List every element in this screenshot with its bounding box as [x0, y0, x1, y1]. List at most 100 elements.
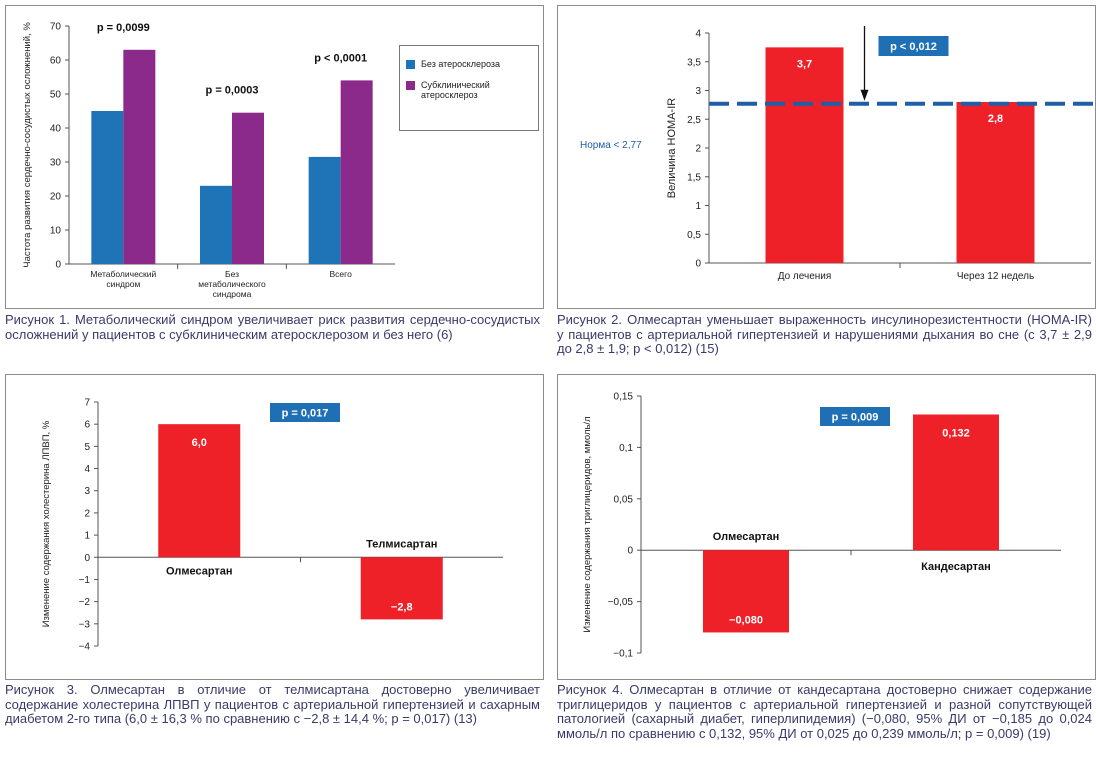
x-category-label: Через 12 недель	[957, 271, 1034, 282]
y-tick-label: 4	[695, 29, 701, 40]
y-tick-label: 0,05	[614, 494, 634, 505]
y-tick-label: −0,05	[608, 597, 634, 608]
x-category-label: Телмисартан	[366, 538, 437, 550]
bar	[703, 550, 789, 633]
y-tick-label: −0,1	[613, 649, 633, 660]
y-tick-label: 0	[55, 260, 61, 271]
y-tick-label: 2,5	[687, 115, 701, 126]
bar-no-atherosclerosis	[91, 111, 124, 264]
caption-text: Рисунок 3. Олмесартан в отличие от телми…	[5, 682, 540, 726]
bar-subclinical-atherosclerosis	[340, 80, 373, 265]
caption-text: Рисунок 4. Олмесартан в отличие от канде…	[557, 682, 1092, 741]
y-tick-label: 30	[50, 158, 62, 169]
y-tick-label: 6	[84, 420, 90, 431]
bar-value-label: 3,7	[797, 58, 812, 70]
legend-item-subclinical-atherosclerosis: Субклинический атеросклероз	[406, 80, 531, 100]
y-tick-label: −1	[79, 575, 91, 586]
legend-item-no-atherosclerosis: Без атеросклероза	[406, 59, 531, 69]
bar	[158, 424, 241, 558]
bar-value-label: 2,8	[988, 113, 1003, 125]
y-tick-label: −3	[79, 619, 91, 630]
figure-1-panel: 0 10 20 30 40 50 60 70 Метаболический синдром p = …	[5, 5, 544, 309]
figure-2-caption: Рисунок 2. Олмесартан уменьшает выраженн…	[557, 312, 1092, 357]
p-value-annotation: p < 0,0001	[314, 52, 367, 64]
y-tick-label: 0	[695, 259, 701, 270]
y-tick-label: 50	[50, 90, 62, 101]
bar	[913, 414, 999, 551]
bar-value-label: 6,0	[192, 437, 207, 449]
legend-label: Субклинический атеросклероз	[421, 80, 490, 100]
arrow-head	[860, 89, 869, 101]
figure-4-panel: −0,1 −0,05 0 0,05 0,1 0,15 −0,080 Олмесартан 0,1…	[557, 374, 1096, 680]
y-tick-label: 3	[695, 86, 701, 97]
x-category-label: Олмесартан	[713, 531, 780, 543]
bar-no-atherosclerosis	[200, 185, 232, 264]
y-tick-label: 1	[84, 531, 90, 542]
y-tick-label: 2	[695, 144, 701, 155]
y-tick-label: 70	[50, 22, 62, 33]
figure-1-legend: Без атеросклероза Субклинический атероск…	[399, 45, 539, 131]
y-tick-label: 0,1	[619, 443, 633, 454]
bar	[765, 47, 844, 263]
y-tick-label: 20	[50, 192, 62, 203]
y-tick-label: 0	[84, 553, 90, 564]
figure-1-chart: 0 10 20 30 40 50 60 70 Метаболический синдром p = …	[22, 22, 395, 299]
x-category-label: Метаболический синдром	[90, 269, 156, 289]
x-category-label: Без метаболического синдрома	[198, 269, 266, 299]
legend-swatch	[406, 60, 415, 69]
figure-4-chart: −0,1 −0,05 0 0,05 0,1 0,15 −0,080 Олмесартан 0,1…	[582, 392, 1061, 660]
p-value-box	[270, 403, 340, 422]
p-value-label: p = 0,017	[282, 408, 329, 420]
x-category-label: До лечения	[778, 271, 832, 282]
bar-subclinical-atherosclerosis	[232, 112, 264, 264]
y-tick-label: 7	[84, 398, 90, 409]
y-tick-label: −4	[79, 642, 91, 653]
legend-swatch	[406, 81, 415, 90]
figure-3-caption: Рисунок 3. Олмесартан в отличие от телми…	[5, 682, 540, 727]
p-value-label: p < 0,012	[890, 41, 937, 53]
figure-2-panel: 0 0,5 1 1,5 2 2,5 3 3,5 4 3,7 До лечения 2,8 Через 1…	[557, 5, 1096, 309]
y-tick-label: 40	[50, 124, 62, 135]
reference-line-label: Норма < 2,77	[580, 140, 642, 151]
x-category-label: Всего	[330, 269, 353, 279]
p-value-annotation: p = 0,0099	[97, 22, 150, 34]
y-tick-label: 60	[50, 56, 62, 67]
y-axis-title: Частота развития сердечно-сосудистых осл…	[22, 22, 33, 268]
y-tick-label: 0	[627, 546, 633, 557]
bar-value-label: −2,8	[391, 601, 413, 613]
y-tick-label: 3,5	[687, 57, 701, 68]
y-tick-label: −2	[79, 597, 91, 608]
bar-no-atherosclerosis	[308, 156, 341, 264]
y-tick-label: 0,15	[614, 392, 634, 403]
bar	[360, 557, 443, 620]
figure-1-caption: Рисунок 1. Метаболический синдром увелич…	[5, 312, 540, 342]
bar-subclinical-atherosclerosis	[123, 49, 156, 264]
y-tick-label: 2	[84, 508, 90, 519]
figure-3-panel: −4 −3 −2 −1 0 1 2 3 4 5 6 7 6,0 Олмесартан −2,8 Телмиса…	[5, 374, 544, 680]
caption-text: Рисунок 1. Метаболический синдром увелич…	[5, 312, 540, 342]
legend-label: Без атеросклероза	[421, 59, 501, 69]
y-axis-title: Изменение содержания триглицеридов, ммол…	[582, 416, 593, 632]
y-tick-label: 1,5	[687, 172, 701, 183]
figure-4-caption: Рисунок 4. Олмесартан в отличие от канде…	[557, 682, 1092, 741]
y-tick-label: 0,5	[687, 230, 701, 241]
p-value-annotation: p = 0,0003	[206, 85, 259, 97]
p-value-box	[820, 407, 890, 426]
p-value-box	[878, 36, 949, 56]
p-value-label: p = 0,009	[832, 412, 879, 424]
y-tick-label: 5	[84, 442, 90, 453]
y-tick-label: 1	[695, 201, 701, 212]
y-tick-label: 10	[50, 226, 62, 237]
figure-3-chart: −4 −3 −2 −1 0 1 2 3 4 5 6 7 6,0 Олмесартан −2,8 Телмиса…	[41, 398, 503, 653]
x-category-label: Олмесартан	[166, 565, 233, 577]
bar	[956, 102, 1035, 263]
x-category-label: Кандесартан	[921, 561, 991, 573]
y-tick-label: 3	[84, 486, 90, 497]
bar-value-label: −0,080	[729, 614, 763, 626]
caption-text: Рисунок 2. Олмесартан уменьшает выраженн…	[557, 312, 1092, 356]
y-axis-title: Изменение содержания холестерина ЛПВП, %	[41, 420, 52, 627]
bar-value-label: 0,132	[942, 428, 970, 440]
y-tick-label: 4	[84, 464, 90, 475]
figure-2-chart: 0 0,5 1 1,5 2 2,5 3 3,5 4 3,7 До лечения 2,8 Через 1…	[580, 26, 1095, 282]
y-axis-title: Величина HOMA-IR	[666, 98, 678, 198]
